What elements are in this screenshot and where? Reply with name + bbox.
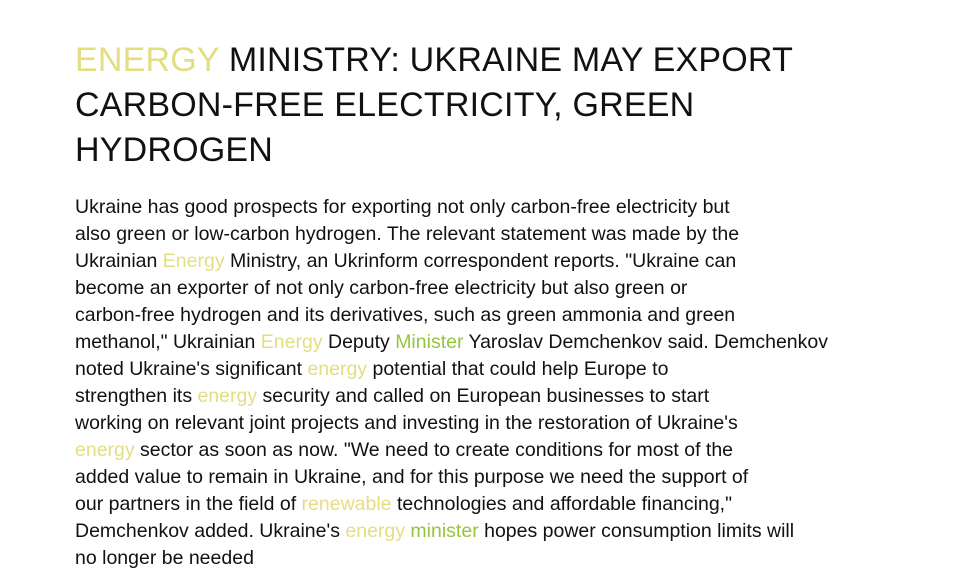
article: ENERGY MINISTRY: UKRAINE MAY EXPORT CARB…	[75, 38, 935, 572]
keyword-highlight: energy	[307, 358, 368, 380]
body-text: technologies and affordable financing,"	[391, 493, 733, 515]
body-text: Deputy	[322, 331, 396, 353]
body-text: potential that could help Europe to	[367, 358, 669, 380]
body-text: Ministry, an Ukrinform correspondent rep…	[224, 250, 737, 272]
body-line: added value to remain in Ukraine, and fo…	[75, 466, 749, 488]
article-body: Ukraine has good prospects for exporting…	[75, 194, 935, 572]
body-line: Ukraine has good prospects for exporting…	[75, 196, 730, 218]
body-line: methanol," Ukrainian Energy Deputy Minis…	[75, 329, 935, 356]
body-text: security and called on European business…	[257, 385, 710, 407]
keyword-highlight: Minister	[395, 331, 464, 353]
keyword-highlight: Energy	[260, 331, 323, 353]
article-title: ENERGY MINISTRY: UKRAINE MAY EXPORT CARB…	[75, 38, 935, 173]
body-text: noted Ukraine's significant	[75, 358, 308, 380]
title-line: CARBON-FREE ELECTRICITY, GREEN	[75, 86, 695, 124]
body-line: our partners in the field of renewable t…	[75, 491, 935, 518]
body-text: sector as soon as now. "We need to creat…	[134, 439, 734, 461]
title-text: MINISTRY: UKRAINE MAY EXPORT	[219, 41, 794, 79]
body-line: become an exporter of not only carbon-fr…	[75, 277, 688, 299]
body-text: methanol," Ukrainian	[75, 331, 261, 353]
body-line: carbon-free hydrogen and its derivatives…	[75, 304, 736, 326]
body-line: noted Ukraine's significant energy poten…	[75, 356, 935, 383]
body-text: Yaroslav Demchenkov said. Demchenkov	[463, 331, 828, 353]
keyword-highlight: energy	[197, 385, 258, 407]
keyword-highlight: energy	[345, 520, 405, 542]
title-line: ENERGY MINISTRY: UKRAINE MAY EXPORT	[75, 38, 935, 83]
keyword-highlight: minister	[410, 520, 479, 542]
title-keyword-highlight: ENERGY	[75, 41, 220, 79]
body-text: Demchenkov added. Ukraine's	[75, 520, 346, 542]
keyword-highlight: energy	[75, 439, 135, 461]
keyword-highlight: Energy	[162, 250, 225, 272]
body-line: strengthen its energy security and calle…	[75, 383, 935, 410]
body-text: Ukrainian	[75, 250, 163, 272]
body-text: strengthen its	[75, 385, 198, 407]
body-line: energy sector as soon as now. "We need t…	[75, 437, 935, 464]
body-line: also green or low-carbon hydrogen. The r…	[75, 223, 740, 245]
body-line: working on relevant joint projects and i…	[75, 412, 738, 434]
body-line: no longer be needed	[75, 547, 254, 569]
body-text: hopes power consumption limits will	[478, 520, 795, 542]
keyword-highlight: renewable	[301, 493, 392, 515]
body-line: Demchenkov added. Ukraine's energy minis…	[75, 518, 935, 545]
title-line: HYDROGEN	[75, 131, 274, 169]
body-text: our partners in the field of	[75, 493, 302, 515]
body-line: Ukrainian Energy Ministry, an Ukrinform …	[75, 248, 935, 275]
